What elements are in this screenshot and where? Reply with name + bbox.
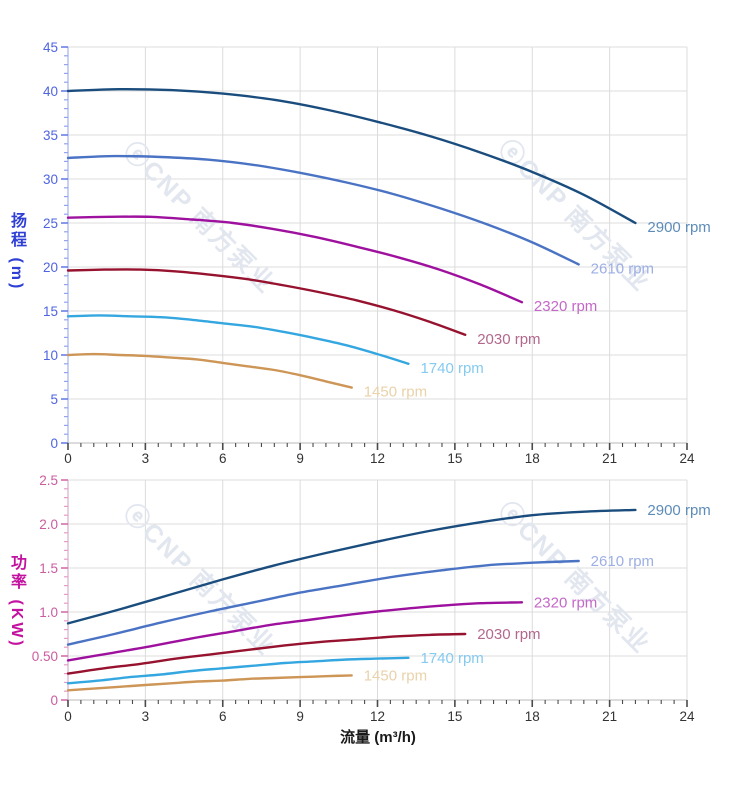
y-tick-label: 40 <box>43 84 58 99</box>
y-tick-label: 25 <box>43 216 58 231</box>
y-tick-label: 10 <box>43 348 58 363</box>
x-tick-label: 6 <box>219 709 227 724</box>
curve-label-2900-rpm: 2900 rpm <box>647 502 710 519</box>
flow-axis-title: 流量 (m³/h) <box>340 729 416 746</box>
power-curve-2900-rpm <box>66 508 637 625</box>
power-curve-2610-rpm <box>66 559 580 646</box>
curve-label-2030-rpm: 2030 rpm <box>477 331 540 348</box>
y-tick-label: 2.5 <box>39 473 58 488</box>
y-tick-label: 45 <box>43 40 58 55</box>
y-tick-label: 35 <box>43 128 58 143</box>
y-tick-label: 2.0 <box>39 517 58 532</box>
x-tick-label: 12 <box>370 451 385 466</box>
x-tick-label: 15 <box>447 709 462 724</box>
x-tick-label: 3 <box>142 709 150 724</box>
x-tick-label: 3 <box>142 451 150 466</box>
y-tick-label: 15 <box>43 304 58 319</box>
curve-label-2900-rpm: 2900 rpm <box>647 219 710 236</box>
curve-label-2610-rpm: 2610 rpm <box>591 553 654 570</box>
head-curve-1450-rpm <box>66 352 353 389</box>
head-curve-1740-rpm <box>66 314 410 365</box>
y-tick-label: 0 <box>50 436 58 451</box>
curve-label-1740-rpm: 1740 rpm <box>420 650 483 667</box>
x-tick-label: 9 <box>296 709 304 724</box>
y-tick-label: 5 <box>50 392 58 407</box>
power-axis-title: 功率 (KW) <box>8 554 25 649</box>
curve-label-2320-rpm: 2320 rpm <box>534 594 597 611</box>
power-curve-2320-rpm <box>66 601 524 662</box>
head-curve-2900-rpm <box>66 87 637 225</box>
x-tick-label: 24 <box>679 709 695 724</box>
curve-label-1450-rpm: 1450 rpm <box>364 384 427 401</box>
y-tick-label: 1.0 <box>39 605 58 620</box>
power-curve-1450-rpm <box>66 674 353 692</box>
curve-label-1450-rpm: 1450 rpm <box>364 667 427 684</box>
x-tick-label: 0 <box>64 709 72 724</box>
x-tick-label: 15 <box>447 451 462 466</box>
power-curve-1740-rpm <box>66 656 410 685</box>
x-tick-label: 21 <box>602 451 617 466</box>
head-axis-title: 扬程 (m) <box>8 212 25 292</box>
x-tick-label: 18 <box>525 451 540 466</box>
x-tick-label: 9 <box>296 451 304 466</box>
x-tick-label: 0 <box>64 451 72 466</box>
y-tick-label: 1.5 <box>39 561 58 576</box>
curve-label-2320-rpm: 2320 rpm <box>534 298 597 315</box>
curve-label-2030-rpm: 2030 rpm <box>477 626 540 643</box>
x-tick-label: 24 <box>679 451 695 466</box>
x-tick-label: 6 <box>219 451 227 466</box>
curve-label-1740-rpm: 1740 rpm <box>420 360 483 377</box>
y-tick-label: 0 <box>50 693 58 708</box>
x-tick-label: 18 <box>525 709 540 724</box>
power-curve-2030-rpm <box>66 632 467 675</box>
curve-label-2610-rpm: 2610 rpm <box>591 260 654 277</box>
y-tick-label: 30 <box>43 172 58 187</box>
head-curve-2320-rpm <box>66 215 524 304</box>
y-tick-label: 20 <box>43 260 58 275</box>
x-tick-label: 21 <box>602 709 617 724</box>
y-tick-label: 0.50 <box>32 649 58 664</box>
head-curve-2610-rpm <box>66 154 580 266</box>
x-tick-label: 12 <box>370 709 385 724</box>
head-curve-2030-rpm <box>66 268 467 336</box>
